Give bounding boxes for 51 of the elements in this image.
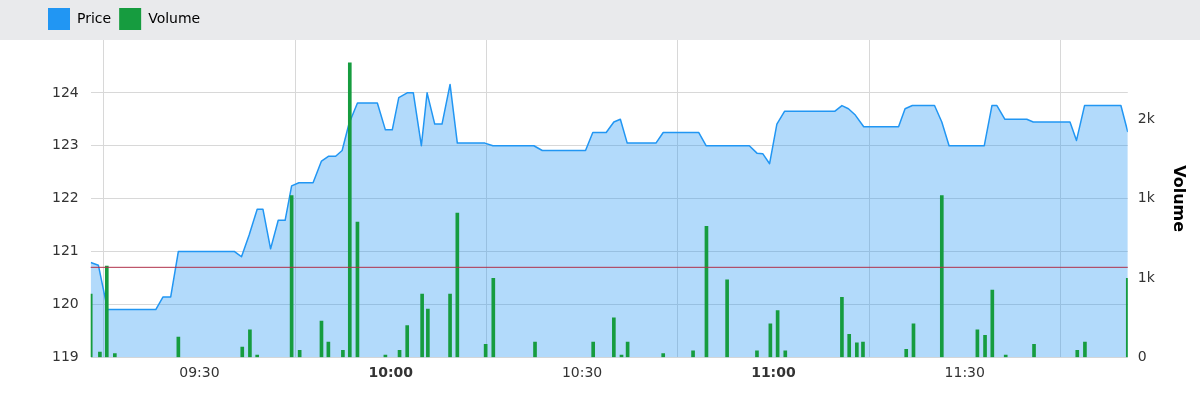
y-tick-label: 121 — [51, 242, 79, 259]
bar — [448, 293, 452, 358]
bar — [612, 317, 616, 358]
bar — [983, 334, 987, 358]
bar — [113, 353, 117, 358]
legend-label: Volume — [148, 9, 201, 26]
bar — [990, 289, 995, 358]
bar — [90, 293, 93, 358]
bar — [248, 329, 252, 358]
bar — [783, 350, 788, 358]
y-tick-label: 119 — [51, 347, 79, 364]
x-tick-label: 10:00 — [368, 364, 414, 381]
bar — [533, 341, 537, 358]
y-tick-label: 124 — [51, 83, 79, 100]
bar — [420, 293, 424, 358]
y-tick-label: 122 — [51, 189, 79, 206]
x-tick-label: 09:30 — [179, 364, 220, 381]
bar — [725, 279, 729, 358]
x-tick-label: 11:30 — [944, 364, 985, 381]
bar — [691, 350, 695, 358]
bar — [240, 346, 245, 358]
bar — [98, 351, 102, 358]
bar — [591, 341, 596, 358]
bar — [1075, 349, 1080, 358]
y2-tick-label: 1k — [1137, 268, 1156, 285]
legend-label: Price — [77, 9, 112, 26]
bar — [861, 341, 865, 358]
x-tick-label: 10:30 — [561, 364, 603, 381]
bar — [1032, 344, 1036, 358]
bar — [426, 308, 430, 358]
y2-tick-label: 2k — [1137, 109, 1156, 126]
x-tick-label: 11:00 — [751, 364, 796, 381]
bar — [755, 350, 759, 358]
bar — [847, 334, 852, 358]
bar — [939, 195, 944, 358]
bar — [405, 325, 410, 358]
bar — [904, 348, 909, 358]
y-tick-label: 120 — [51, 294, 79, 311]
bar — [341, 349, 345, 358]
bar — [855, 342, 859, 358]
bar — [104, 265, 109, 358]
y-tick-label: 123 — [51, 136, 79, 153]
bar — [491, 277, 496, 358]
bar — [661, 353, 666, 358]
y2-axis-title: Volume — [1170, 165, 1190, 233]
bar — [1083, 341, 1087, 358]
bar — [455, 212, 460, 358]
y2-tick-label: 1k — [1137, 189, 1156, 206]
bar — [347, 62, 352, 358]
bar — [840, 297, 844, 358]
y2-tick-label: 0 — [1137, 347, 1147, 364]
